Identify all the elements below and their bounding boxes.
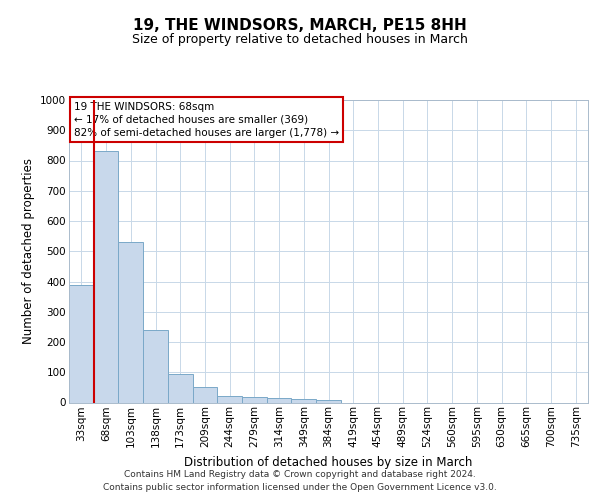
Bar xyxy=(118,242,143,402)
Bar xyxy=(69,284,94,403)
Bar xyxy=(143,330,168,402)
Bar xyxy=(242,398,267,402)
X-axis label: Distribution of detached houses by size in March: Distribution of detached houses by size … xyxy=(184,456,473,468)
Y-axis label: Number of detached properties: Number of detached properties xyxy=(22,158,35,344)
Text: 19 THE WINDSORS: 68sqm
← 17% of detached houses are smaller (369)
82% of semi-de: 19 THE WINDSORS: 68sqm ← 17% of detached… xyxy=(74,102,340,138)
Bar xyxy=(94,152,118,402)
Bar xyxy=(193,388,217,402)
Bar xyxy=(292,400,316,402)
Text: Size of property relative to detached houses in March: Size of property relative to detached ho… xyxy=(132,32,468,46)
Bar xyxy=(316,400,341,402)
Bar xyxy=(168,374,193,402)
Bar xyxy=(217,396,242,402)
Text: Contains public sector information licensed under the Open Government Licence v3: Contains public sector information licen… xyxy=(103,483,497,492)
Text: Contains HM Land Registry data © Crown copyright and database right 2024.: Contains HM Land Registry data © Crown c… xyxy=(124,470,476,479)
Text: 19, THE WINDSORS, MARCH, PE15 8HH: 19, THE WINDSORS, MARCH, PE15 8HH xyxy=(133,18,467,32)
Bar xyxy=(267,398,292,402)
